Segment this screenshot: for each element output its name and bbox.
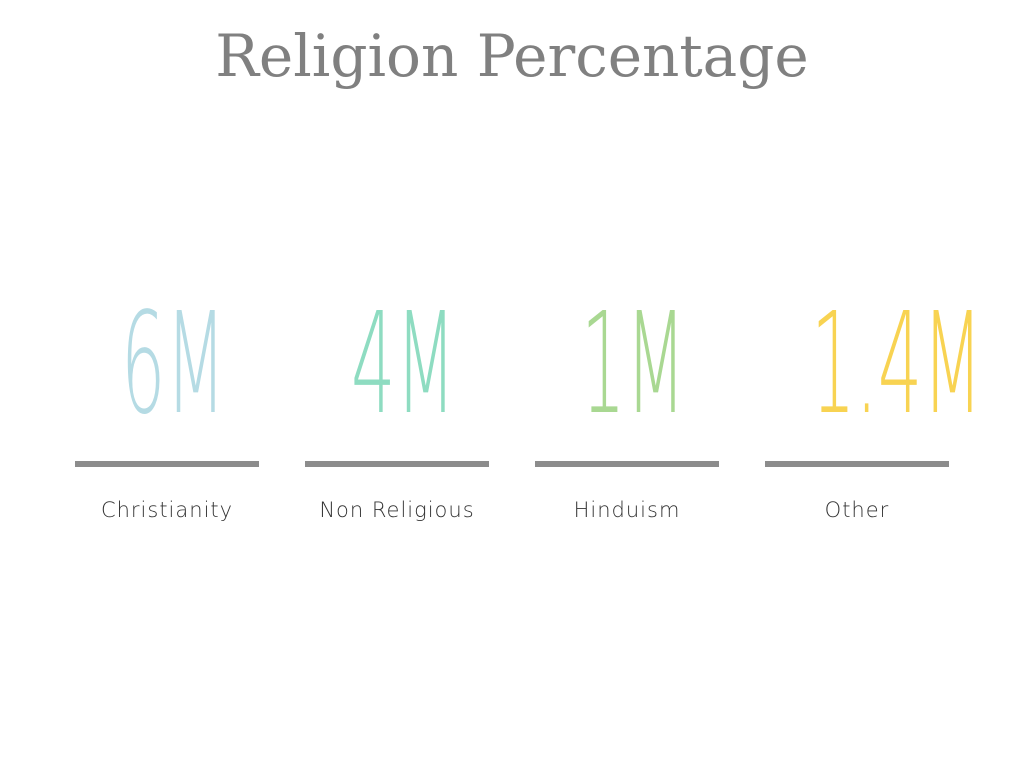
divider xyxy=(535,461,719,467)
stat-value: 1.4M xyxy=(811,283,983,446)
divider xyxy=(75,461,259,467)
stat-label: Hinduism xyxy=(573,498,681,522)
stat-value: 6M xyxy=(121,283,226,446)
stat-label: Non Religious xyxy=(319,498,475,522)
stat-value: 4M xyxy=(351,283,456,446)
stat-value: 1M xyxy=(581,283,686,446)
title: Religion Percentage xyxy=(215,22,809,90)
stat-label: Other xyxy=(824,498,890,522)
divider xyxy=(765,461,949,467)
divider xyxy=(305,461,489,467)
stat-label: Christianity xyxy=(100,498,234,522)
